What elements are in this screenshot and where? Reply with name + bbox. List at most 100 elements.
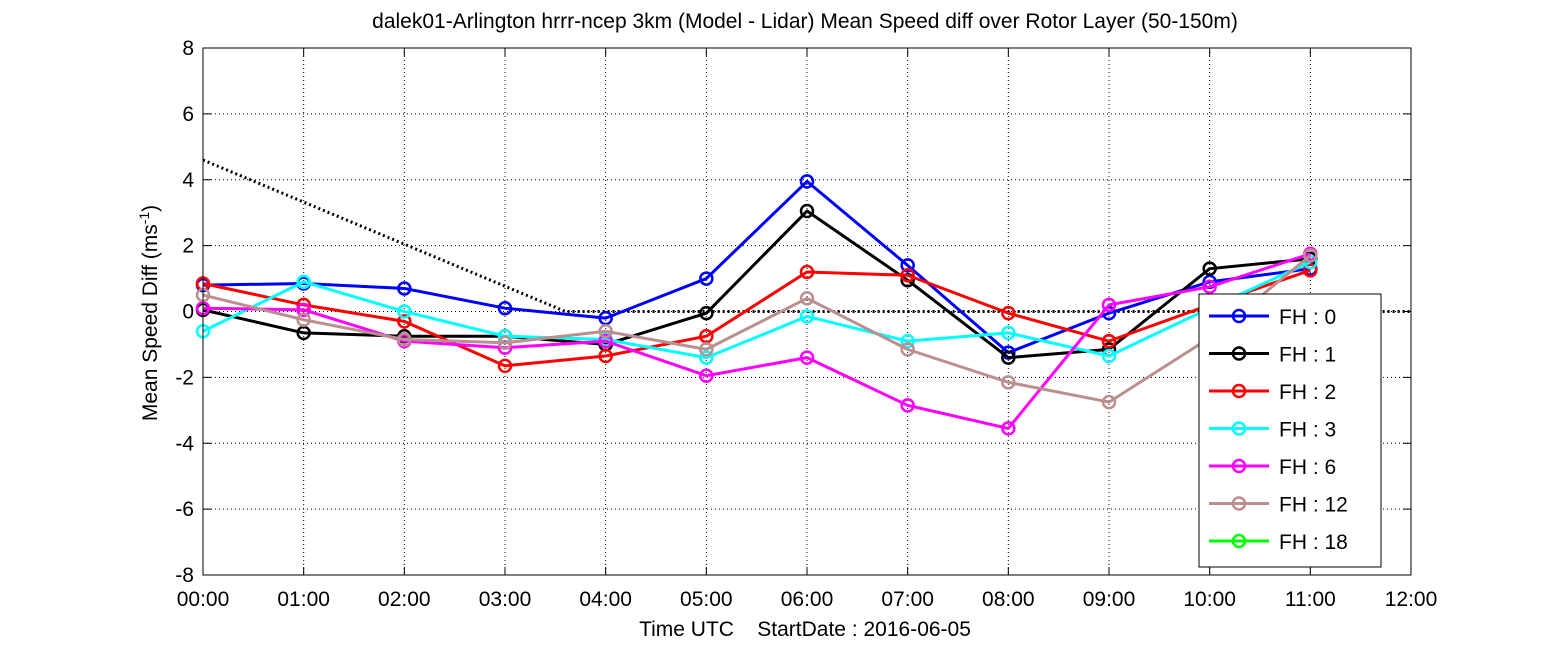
y-axis-label-close: ) — [139, 205, 162, 212]
data-point — [296, 302, 311, 318]
legend-item: FH : 6 — [1209, 456, 1336, 479]
legend-swatch-marker — [1231, 421, 1247, 436]
data-point — [1001, 325, 1016, 341]
data-point — [900, 333, 915, 349]
data-point — [1001, 350, 1016, 365]
x-tick-label: 10:00 — [1183, 588, 1236, 611]
series-line — [202, 179, 1311, 355]
data-point — [397, 332, 412, 347]
y-tick-label: -2 — [175, 366, 194, 389]
data-point — [699, 368, 714, 383]
data-point — [1202, 261, 1217, 276]
data-point — [1303, 263, 1318, 278]
y-axis-label: Mean Speed Diff (ms-1) — [136, 205, 162, 421]
data-point — [799, 350, 815, 365]
y-tick-label: 6 — [182, 103, 194, 126]
data-point — [598, 324, 613, 339]
series-line — [202, 254, 1312, 404]
data-point — [296, 274, 311, 290]
data-point — [1303, 248, 1318, 263]
legend-item: FH : 18 — [1209, 531, 1348, 554]
legend-label: FH : 1 — [1279, 344, 1336, 367]
legend-swatch-marker — [1231, 346, 1247, 361]
y-tick-label: 0 — [182, 301, 194, 324]
x-axis-label: Time UTC StartDate : 2016-06-05 — [639, 618, 971, 641]
data-point — [1001, 421, 1016, 436]
legend-item: FH : 3 — [1209, 419, 1336, 442]
legend-swatch-marker — [1231, 533, 1247, 549]
data-point — [1101, 348, 1117, 364]
y-tick-label: 2 — [182, 235, 194, 258]
legend-item: FH : 0 — [1209, 306, 1336, 329]
series-fh-12 — [195, 248, 1318, 410]
legend-label: FH : 0 — [1279, 306, 1336, 329]
legend-label: FH : 2 — [1279, 381, 1336, 404]
x-tick-label: 03:00 — [479, 588, 532, 611]
data-point — [1001, 375, 1016, 390]
data-point — [397, 281, 412, 296]
x-tick-label: 01:00 — [277, 588, 330, 611]
data-point — [799, 174, 815, 189]
x-tick-label: 06:00 — [781, 588, 834, 611]
plot-area: 00:00 01:00 02:00 03:00 04:00 05:00 06:00 07:00… — [175, 37, 1437, 611]
legend-label: FH : 3 — [1279, 419, 1336, 442]
data-point — [497, 300, 513, 316]
data-point — [699, 350, 714, 365]
x-tick-label: 02:00 — [378, 588, 431, 611]
data-point — [497, 335, 513, 351]
data-point — [1101, 297, 1117, 313]
data-point — [699, 271, 714, 286]
y-tick-label: -4 — [175, 432, 194, 455]
data-point — [900, 342, 915, 357]
x-tick-label: 00:00 — [177, 588, 230, 611]
axes-frame — [202, 47, 1412, 576]
y-tick-label: 4 — [182, 169, 194, 192]
data-point — [397, 304, 412, 319]
data-point — [900, 258, 915, 273]
data-point — [1202, 279, 1217, 295]
x-tick-label: 11:00 — [1285, 588, 1336, 611]
y-axis-label-sup: -1 — [136, 212, 152, 225]
legend-swatch-marker — [1231, 383, 1247, 399]
legend-item: FH : 12 — [1209, 494, 1348, 517]
data-point — [497, 358, 513, 374]
x-tick-label: 12:00 — [1385, 588, 1438, 611]
data-point — [799, 264, 815, 280]
data-point — [296, 312, 311, 327]
legend-box — [1198, 293, 1382, 568]
data-point — [1101, 333, 1117, 349]
data-point — [598, 348, 613, 364]
legend-label: FH : 6 — [1279, 456, 1336, 479]
legend-label: FH : 12 — [1279, 494, 1348, 517]
data-point — [799, 309, 815, 324]
data-point — [799, 291, 815, 306]
series-fh-0 — [195, 174, 1318, 360]
y-tick-label: -6 — [175, 498, 194, 521]
legend-label: FH : 18 — [1279, 531, 1348, 554]
legend-swatch-marker — [1231, 496, 1247, 511]
legend-swatch-marker — [1231, 458, 1247, 474]
data-point — [1101, 394, 1117, 410]
chart-title: dalek01-Arlington hrrr-ncep 3km (Model -… — [372, 10, 1238, 33]
data-point — [900, 398, 915, 413]
data-point — [900, 268, 915, 283]
data-point — [397, 314, 412, 329]
y-tick-label: -8 — [175, 564, 194, 587]
x-tick-label: 04:00 — [579, 588, 632, 611]
data-point — [598, 333, 613, 349]
x-tick-label: 05:00 — [680, 588, 733, 611]
legend-swatch-marker — [1231, 308, 1247, 324]
y-axis-label-main: Mean Speed Diff (ms — [139, 224, 162, 421]
series-line — [202, 260, 1311, 360]
legend-item: FH : 1 — [1209, 344, 1336, 367]
data-point — [1001, 305, 1016, 321]
series-line — [202, 268, 1311, 368]
legend-item: FH : 2 — [1209, 381, 1336, 404]
x-tick-label: 09:00 — [1083, 588, 1136, 611]
x-tick-label: 08:00 — [982, 588, 1035, 611]
data-point — [799, 203, 815, 219]
data-point — [699, 305, 714, 321]
x-tick-label: 07:00 — [881, 588, 934, 611]
legend: FH : 0 FH : 1 FH : 2 FH : 3 FH : 6 FH : 12 FH … — [1198, 293, 1382, 568]
reference-line — [202, 158, 1411, 313]
